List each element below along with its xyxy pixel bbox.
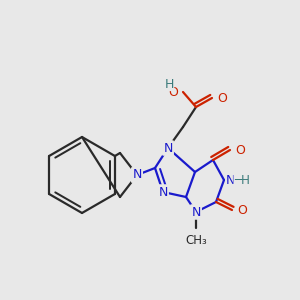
Text: O: O [168,85,178,98]
Text: N: N [158,185,168,199]
Text: O: O [217,92,227,104]
Text: O: O [235,143,245,157]
Text: O: O [237,203,247,217]
Text: H: H [164,77,174,91]
Text: N: N [132,169,142,182]
Text: N: N [132,169,142,182]
Text: ─H: ─H [234,173,250,187]
Text: N: N [163,142,173,154]
Text: N: N [191,206,201,218]
Text: CH₃: CH₃ [185,234,207,247]
Text: N: N [226,173,236,187]
